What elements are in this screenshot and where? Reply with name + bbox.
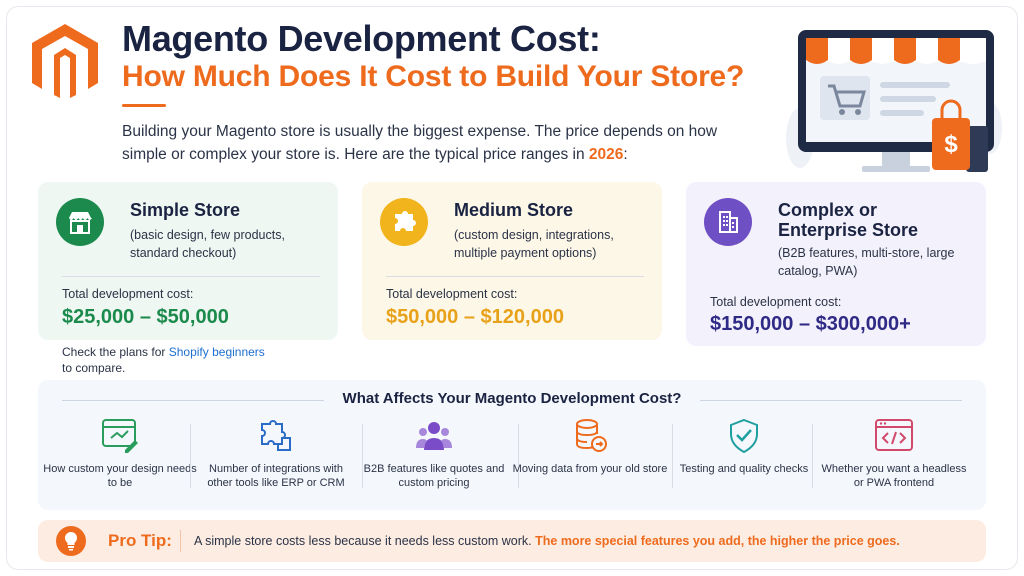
pro-tip-highlight: The more special features you add, the h… xyxy=(535,534,900,548)
shopify-note: Check the plans for Shopify beginners to… xyxy=(62,345,265,375)
pro-tip-banner: Pro Tip: A simple store costs less becau… xyxy=(38,520,986,562)
card-price: $150,000 – $300,000+ xyxy=(710,313,911,335)
card-title: Medium Store xyxy=(454,200,574,220)
factor-text: B2B features like quotes and custom pric… xyxy=(363,463,505,489)
factor-divider xyxy=(362,424,363,488)
simple-store-card: Simple Store (basic design, few products… xyxy=(38,182,338,340)
pro-tip-divider xyxy=(180,530,181,552)
factor-item: Testing and quality checks xyxy=(666,416,822,476)
design-edit-icon xyxy=(42,416,198,456)
card-total-label: Total development cost: xyxy=(710,295,842,309)
factor-text: Testing and quality checks xyxy=(679,463,809,475)
factor-item: B2B features like quotes and custom pric… xyxy=(356,416,512,490)
page-title: Magento Development Cost: xyxy=(122,18,601,59)
factor-divider xyxy=(190,424,191,488)
card-total-label: Total development cost: xyxy=(386,287,518,301)
code-window-icon xyxy=(816,416,972,456)
factor-text: Whether you want a headless or PWA front… xyxy=(821,463,967,489)
factor-text: Number of integrations with other tools … xyxy=(207,463,345,489)
page-subtitle: How Much Does It Cost to Build Your Stor… xyxy=(122,60,745,93)
intro-year: 2026 xyxy=(588,146,624,163)
database-migration-icon xyxy=(512,416,668,456)
factor-item: Whether you want a headless or PWA front… xyxy=(816,416,972,490)
card-title: Complex or Enterprise Store xyxy=(778,200,919,240)
heading-rule xyxy=(62,400,324,401)
card-divider xyxy=(386,276,644,277)
complex-store-card: Complex or Enterprise Store (B2B feature… xyxy=(686,182,986,346)
intro-paragraph: Building your Magento store is usually t… xyxy=(122,123,718,163)
heading-rule xyxy=(700,400,962,401)
svg-text:$: $ xyxy=(944,131,958,158)
card-description: (custom design, integrations, multiple p… xyxy=(454,228,614,260)
card-price: $25,000 – $50,000 xyxy=(62,306,229,328)
pro-tip-text: A simple store costs less because it nee… xyxy=(194,534,900,548)
card-title: Simple Store xyxy=(130,200,241,220)
factor-divider xyxy=(672,424,673,488)
integrations-puzzle-icon xyxy=(198,416,354,456)
puzzle-icon xyxy=(380,198,428,246)
factor-item: How custom your design needs to be xyxy=(42,416,198,490)
title-underline xyxy=(122,104,166,107)
factor-text: Moving data from your old store xyxy=(512,463,668,475)
shield-check-icon xyxy=(666,416,822,456)
factor-text: How custom your design needs to be xyxy=(43,463,197,489)
storefront-icon xyxy=(56,198,104,246)
card-description: (basic design, few products, standard ch… xyxy=(130,228,285,260)
building-icon xyxy=(704,198,752,246)
medium-store-card: Medium Store (custom design, integration… xyxy=(362,182,662,340)
factors-heading: What Affects Your Magento Development Co… xyxy=(342,390,682,407)
factor-item: Moving data from your old store xyxy=(512,416,668,476)
factor-divider xyxy=(518,424,519,488)
factor-divider xyxy=(812,424,813,488)
store-monitor-icon: $ xyxy=(786,30,1002,172)
magento-logo-icon xyxy=(32,24,98,98)
lightbulb-icon xyxy=(56,526,86,556)
card-total-label: Total development cost: xyxy=(62,287,194,301)
card-divider xyxy=(62,276,320,277)
cost-factors-panel: What Affects Your Magento Development Co… xyxy=(38,380,986,510)
users-group-icon xyxy=(356,416,512,456)
card-price: $50,000 – $120,000 xyxy=(386,306,564,328)
pro-tip-label: Pro Tip: xyxy=(108,531,172,550)
factor-item: Number of integrations with other tools … xyxy=(198,416,354,490)
shopify-beginners-link[interactable]: Shopify beginners xyxy=(168,345,265,359)
card-description: (B2B features, multi-store, large catalo… xyxy=(778,246,955,278)
